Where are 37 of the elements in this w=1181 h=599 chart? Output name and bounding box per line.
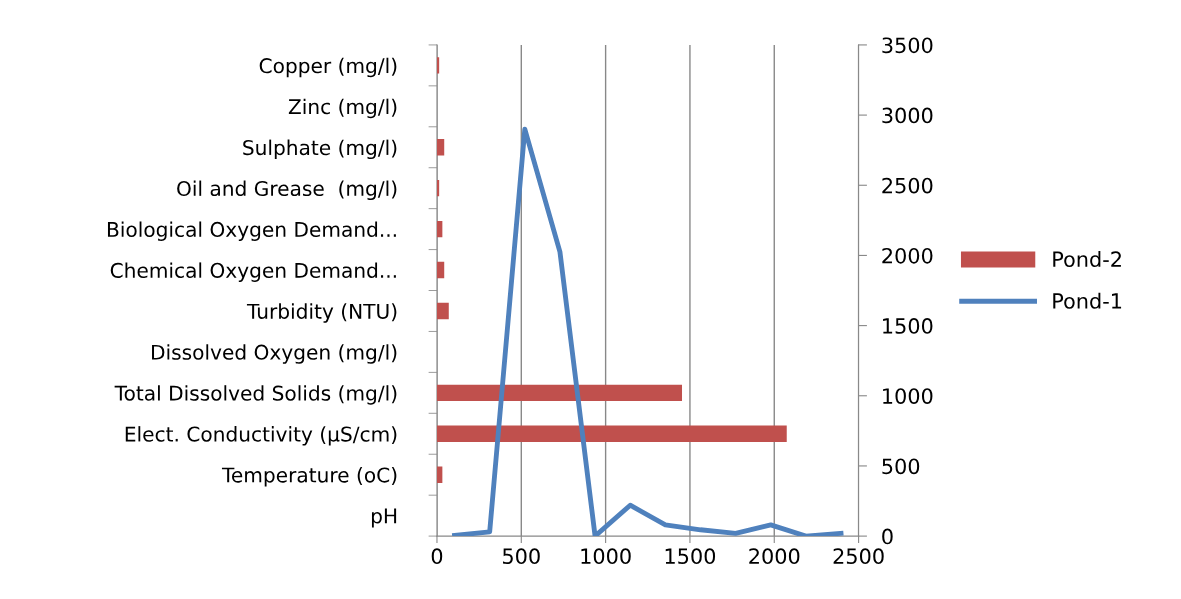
legend-label: Pond-2 <box>1053 250 1121 268</box>
y-tick-label: Zinc (mg/l) <box>288 98 397 119</box>
bar <box>436 139 445 156</box>
y-tick-label: Oil and Grease (mg/l) <box>177 180 397 201</box>
y-tick-label: Dissolved Oxygen (mg/l) <box>152 344 397 364</box>
y-tick-label: 2000 <box>882 247 933 264</box>
y-tick-label: 1000 <box>883 388 933 404</box>
y-tick-label: 2500 <box>882 177 933 194</box>
x-tick-label: 2000 <box>749 548 800 565</box>
y-tick-label: Chemical Oxygen Demand... <box>110 262 396 282</box>
bar <box>436 57 440 74</box>
y-tick-label: Temperature (oC) <box>221 467 397 487</box>
legend-label: Pond-1 <box>1053 292 1122 309</box>
bar <box>436 220 443 238</box>
y-tick-label: 500 <box>882 458 920 475</box>
bar <box>436 466 443 483</box>
x-tick-label: 1000 <box>581 548 631 565</box>
x-tick-label: 2500 <box>833 548 884 565</box>
y-tick-label: Total Dissolved Solids (mg/l) <box>114 385 397 405</box>
x-tick-label: 500 <box>503 548 540 565</box>
y-tick-label: 1500 <box>883 318 933 334</box>
bar <box>436 384 683 402</box>
y-tick-label: 3000 <box>882 107 933 124</box>
y-tick-label: Biological Oxygen Demand... <box>107 221 396 241</box>
y-tick-label: Turbidity (NTU) <box>246 303 397 323</box>
y-tick-label: Copper (mg/l) <box>259 57 397 78</box>
y-tick-label: pH <box>371 508 397 528</box>
bar <box>436 302 449 320</box>
bar <box>436 261 445 279</box>
line-series <box>452 126 844 537</box>
y-tick-label: 0 <box>882 528 893 545</box>
y-tick-label: Sulphate (mg/l) <box>243 139 397 160</box>
x-tick-label: 0 <box>431 548 443 565</box>
x-tick-label: 1500 <box>665 548 716 565</box>
bar <box>436 425 787 442</box>
y-tick-label: 3500 <box>882 37 933 54</box>
y-tick-label: Elect. Conductivity (µS/cm) <box>125 426 397 446</box>
